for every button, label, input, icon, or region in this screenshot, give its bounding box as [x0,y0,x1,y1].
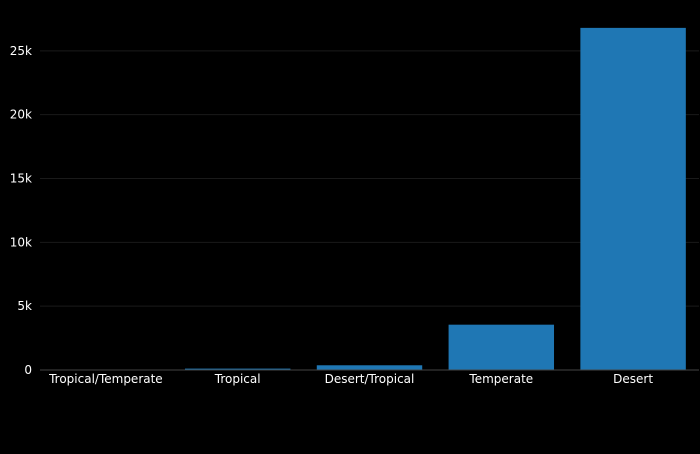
y-tick-label: 20k [10,108,32,122]
bar-layer [53,28,686,370]
x-tick-labels: Tropical/Temperate Tropical Desert/Tropica… [48,372,653,386]
bar [580,28,685,370]
y-tick-label: 10k [10,235,32,249]
x-tick-label: Desert [613,372,653,386]
x-tick-label: Temperate [468,372,533,386]
y-tick-label: 15k [10,172,32,186]
y-tick-label: 5k [17,299,32,313]
x-tick-label: Tropical/Temperate [48,372,163,386]
y-tick-labels: 0 5k 10k 15k 20k 25k [10,44,32,377]
x-tick-label: Desert/Tropical [325,372,415,386]
bar [317,365,422,370]
y-tick-label: 0 [24,363,32,377]
bar [449,325,554,370]
y-tick-label: 25k [10,44,32,58]
x-tick-label: Tropical [214,372,261,386]
